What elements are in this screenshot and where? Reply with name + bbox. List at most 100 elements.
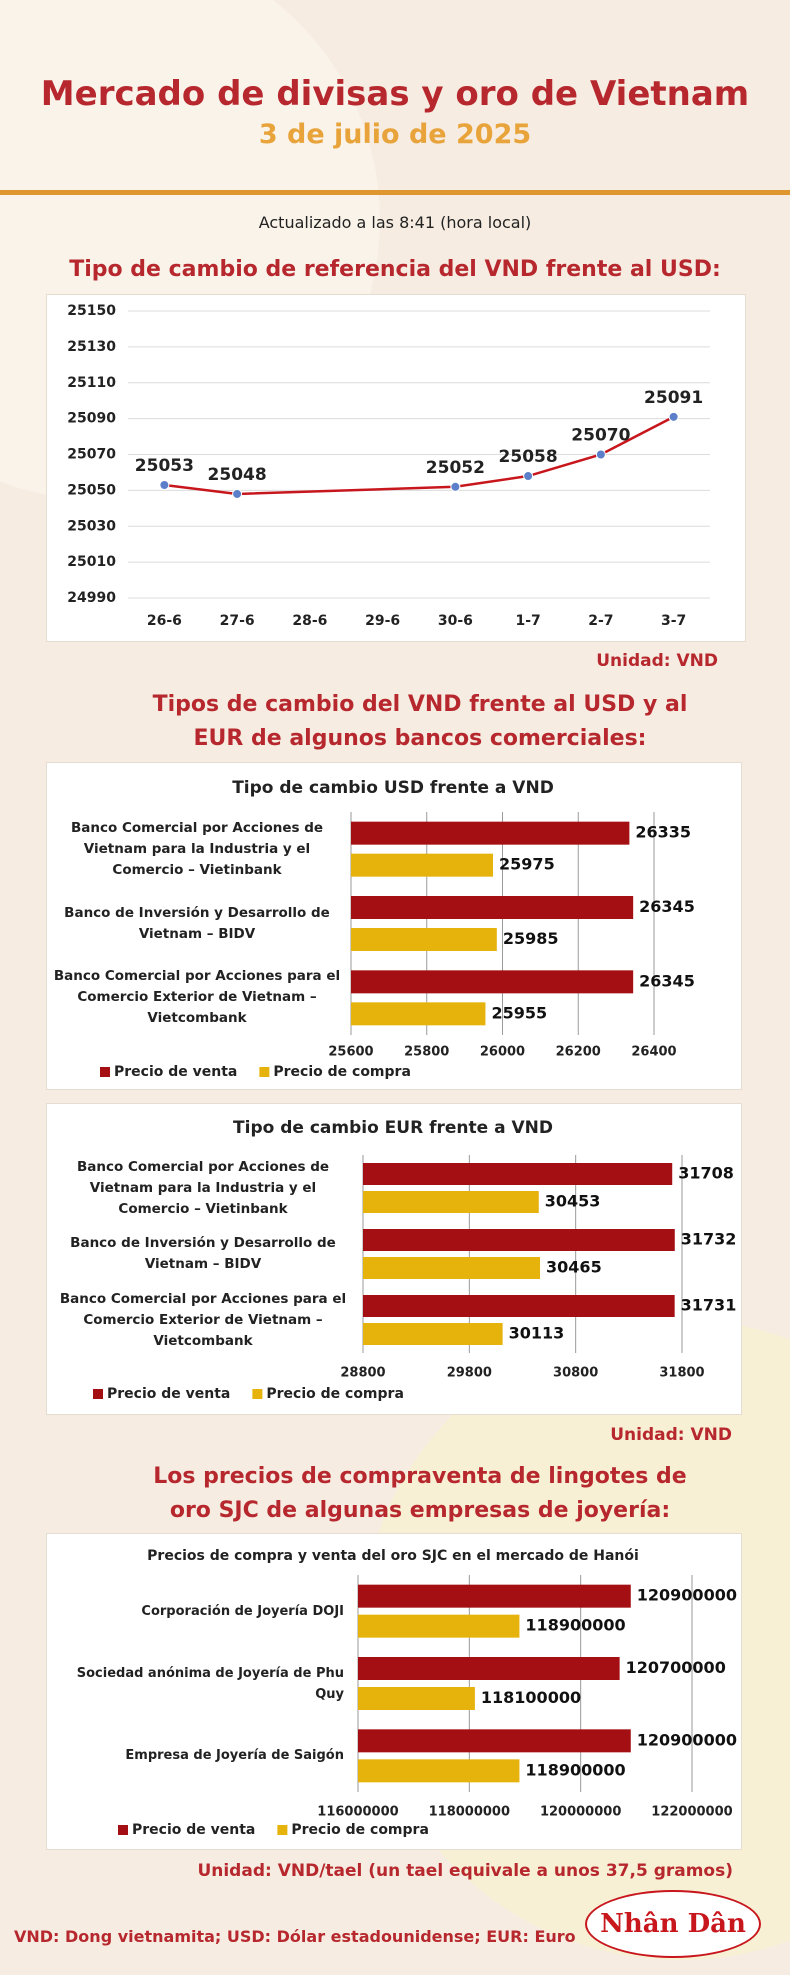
data-label: 25070: [571, 426, 630, 446]
legend-swatch: [277, 1825, 288, 1835]
data-label: 25975: [499, 855, 555, 874]
x-tick-label: 25600: [328, 1045, 373, 1060]
marker: [232, 488, 243, 499]
bar: [363, 1191, 539, 1213]
legend-swatch: [100, 1067, 110, 1077]
legend-label: Precio de venta: [132, 1822, 255, 1838]
category-label: Banco de Inversión y Desarrollo de Vietn…: [64, 904, 330, 942]
y-tick-label: 25050: [67, 482, 116, 498]
data-label: 120900000: [637, 1730, 737, 1749]
bar: [351, 970, 634, 994]
x-tick-label: 120000000: [540, 1805, 621, 1820]
page-title: Mercado de divisas y oro de Vietnam: [40, 74, 750, 114]
legend-swatch: [259, 1067, 270, 1077]
update-note: Actualizado a las 8:41 (hora local): [258, 213, 532, 232]
data-label: 120900000: [637, 1586, 737, 1605]
category-label: Banco Comercial por Acciones para el Com…: [53, 968, 341, 1027]
x-tick-label: 29-6: [365, 613, 400, 629]
section-title: Tipos de cambio del VND frente al USD y …: [152, 692, 688, 751]
chart-title: Tipo de cambio USD frente a VND: [232, 778, 554, 798]
bar: [351, 821, 630, 845]
legend-swatch: [93, 1389, 103, 1399]
bar: [363, 1323, 503, 1345]
y-tick-label: 25010: [67, 554, 116, 570]
x-tick-label: 30800: [553, 1366, 598, 1381]
bar: [363, 1257, 541, 1279]
data-label: 30113: [509, 1324, 565, 1343]
data-label: 25091: [644, 388, 703, 408]
x-tick-label: 28-6: [292, 613, 327, 629]
marker: [668, 411, 679, 422]
x-tick-label: 27-6: [220, 613, 255, 629]
category-label: Banco Comercial por Acciones de Vietnam …: [76, 1158, 330, 1217]
x-tick-label: 2-7: [588, 613, 613, 629]
bar: [363, 1229, 675, 1251]
legend-swatch: [252, 1389, 263, 1399]
y-tick-label: 25110: [67, 375, 116, 391]
x-tick-label: 116000000: [317, 1805, 398, 1820]
bar: [351, 896, 634, 919]
category-label: Banco Comercial por Acciones para el Com…: [59, 1290, 347, 1349]
bar: [358, 1729, 631, 1753]
y-tick-label: 25090: [67, 411, 116, 427]
unit-note: Unidad: VND: [596, 651, 718, 671]
section-title: Los precios de compraventa de lingotes d…: [153, 1464, 687, 1523]
data-label: 26345: [639, 897, 695, 916]
bar: [358, 1657, 620, 1680]
bar: [363, 1163, 673, 1185]
unit-note: Unidad: VND: [610, 1425, 732, 1445]
category-label: Banco Comercial por Acciones de Vietnam …: [70, 819, 324, 878]
data-label: 25052: [426, 458, 485, 478]
bar: [351, 928, 497, 951]
chart-panel: [46, 762, 742, 1090]
x-tick-label: 3-7: [661, 613, 686, 629]
y-tick-label: 25070: [67, 447, 116, 463]
x-tick-label: 118000000: [429, 1805, 510, 1820]
bar: [351, 1002, 486, 1026]
divider: [0, 190, 790, 195]
marker: [450, 481, 461, 492]
data-label: 118900000: [525, 1760, 625, 1779]
bar: [363, 1295, 675, 1317]
data-label: 26335: [635, 823, 691, 842]
line: [164, 415, 675, 496]
x-tick-label: 26200: [556, 1045, 601, 1060]
page-date: 3 de julio de 2025: [258, 119, 532, 150]
x-tick-label: 28800: [340, 1366, 385, 1381]
legend-label: Precio de compra: [273, 1064, 411, 1080]
footer-note: VND: Dong vietnamita; USD: Dólar estadou…: [14, 1927, 576, 1946]
x-tick-label: 29800: [447, 1366, 492, 1381]
y-tick-label: 24990: [67, 590, 116, 606]
data-label: 31732: [681, 1230, 737, 1249]
category-label: Sociedad anónima de Joyería de Phu Quy: [76, 1665, 344, 1702]
x-tick-label: 30-6: [438, 613, 473, 629]
x-tick-label: 26000: [480, 1045, 525, 1060]
category-label: Corporación de Joyería DOJI: [141, 1603, 344, 1619]
legend-label: Precio de venta: [107, 1386, 230, 1402]
data-label: 25053: [135, 456, 194, 476]
bar: [358, 1614, 520, 1638]
data-label: 31708: [678, 1164, 734, 1183]
y-tick-label: 25030: [67, 518, 116, 534]
bar: [351, 853, 494, 877]
x-tick-label: 26-6: [147, 613, 182, 629]
bar: [358, 1687, 475, 1710]
bar: [358, 1584, 631, 1608]
marker: [523, 471, 534, 482]
data-label: 30453: [545, 1192, 601, 1211]
category-label: Empresa de Joyería de Saigón: [125, 1748, 344, 1764]
unit-note: Unidad: VND/tael (un tael equivale a uno…: [197, 1861, 733, 1881]
data-label: 118100000: [481, 1688, 581, 1707]
section-title: Tipo de cambio de referencia del VND fre…: [69, 257, 721, 282]
category-label: Banco de Inversión y Desarrollo de Vietn…: [70, 1235, 336, 1272]
legend-label: Precio de venta: [114, 1064, 237, 1080]
data-label: 25955: [491, 1003, 547, 1022]
y-tick-label: 25130: [67, 339, 116, 355]
bar: [358, 1759, 520, 1783]
x-tick-label: 1-7: [515, 613, 540, 629]
y-tick-label: 25150: [67, 303, 116, 319]
data-label: 25985: [503, 929, 559, 948]
chart-title: Precios de compra y venta del oro SJC en…: [147, 1548, 639, 1564]
